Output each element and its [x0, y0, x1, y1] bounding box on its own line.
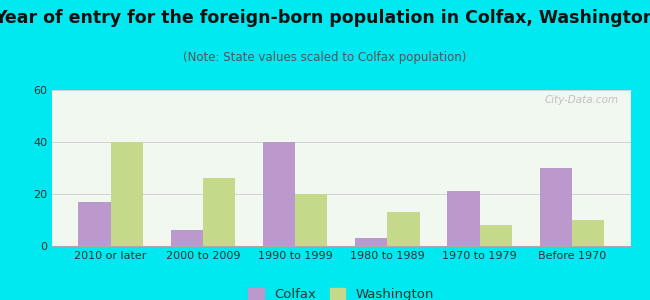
Text: Year of entry for the foreign-born population in Colfax, Washington: Year of entry for the foreign-born popul…: [0, 9, 650, 27]
Bar: [540, 168, 572, 246]
Legend: Colfax, Washington: Colfax, Washington: [244, 284, 438, 300]
Bar: [480, 225, 512, 246]
Bar: [447, 191, 480, 246]
Bar: [355, 238, 387, 246]
Bar: [203, 178, 235, 246]
Bar: [263, 142, 295, 246]
Text: City-Data.com: City-Data.com: [545, 95, 619, 105]
Bar: [170, 230, 203, 246]
Bar: [295, 194, 328, 246]
Bar: [111, 142, 143, 246]
Text: (Note: State values scaled to Colfax population): (Note: State values scaled to Colfax pop…: [183, 51, 467, 64]
Bar: [572, 220, 604, 246]
Bar: [387, 212, 420, 246]
Bar: [78, 202, 111, 246]
